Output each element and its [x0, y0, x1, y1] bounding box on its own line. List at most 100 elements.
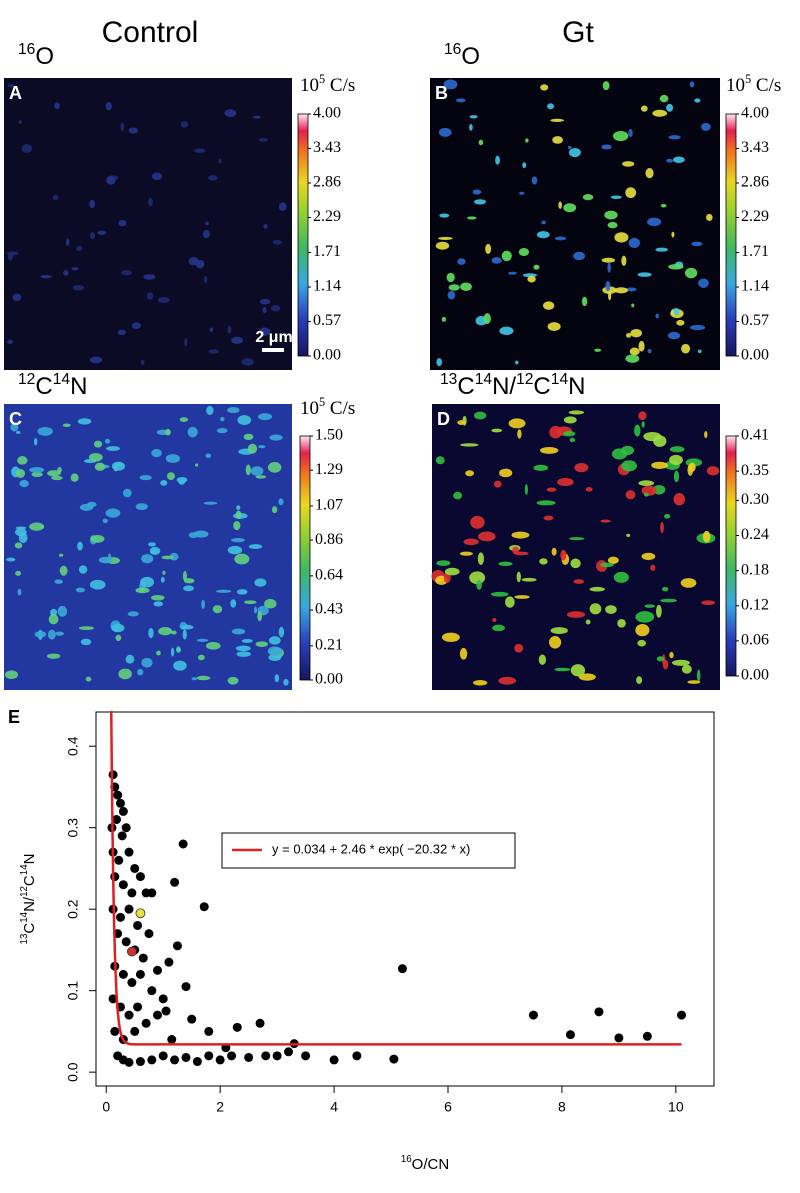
image-feature	[105, 508, 121, 518]
image-feature	[605, 281, 611, 292]
image-feature	[621, 255, 627, 267]
image-feature	[250, 466, 264, 476]
image-feature	[636, 676, 643, 685]
colorbar-tick-label: 4.00	[313, 105, 341, 122]
image-feature	[182, 629, 187, 640]
image-feature	[75, 587, 86, 593]
image-feature	[647, 217, 662, 227]
image-feature	[158, 627, 173, 636]
image-feature	[258, 327, 271, 336]
image-feature	[197, 654, 205, 661]
image-feature	[614, 287, 629, 294]
label-part: C	[533, 373, 550, 400]
colorbar-tick-label: 0.18	[741, 561, 769, 578]
image-feature	[247, 443, 258, 454]
image-feature	[687, 680, 701, 684]
image-feature	[121, 269, 132, 276]
image-feature	[543, 301, 555, 310]
panel-letter: C	[9, 409, 22, 429]
image-feature	[660, 521, 664, 534]
colorbar-tick-label: 2.29	[741, 208, 769, 225]
image-feature	[135, 587, 150, 594]
superscript: 16	[444, 41, 461, 58]
image-feature	[569, 437, 576, 443]
scale-bar	[262, 348, 284, 352]
image-feature	[272, 239, 283, 245]
label-part: C	[457, 373, 474, 400]
superscript: 14	[475, 371, 493, 388]
image-feature	[205, 453, 212, 459]
image-feature	[441, 316, 447, 322]
image-feature	[195, 463, 199, 467]
legend-box	[221, 832, 516, 869]
image-feature	[278, 498, 284, 506]
image-feature	[176, 648, 181, 652]
image-feature	[601, 144, 612, 150]
image-feature	[63, 270, 69, 276]
image-feature	[231, 336, 243, 344]
image-feature	[441, 632, 460, 642]
image-feature	[88, 452, 103, 462]
image-feature	[455, 98, 466, 103]
data-point	[127, 978, 137, 988]
image-feature	[538, 654, 547, 665]
image-feature	[268, 653, 282, 662]
image-feature	[267, 462, 282, 473]
image-feature	[115, 634, 122, 642]
image-feature	[257, 611, 263, 622]
image-feature	[533, 464, 549, 471]
image-feature	[622, 161, 635, 167]
image-feature	[179, 417, 189, 422]
data-point	[118, 880, 128, 890]
image-feature	[499, 326, 514, 336]
image-feature	[492, 617, 497, 623]
image-feature	[548, 636, 562, 649]
image-feature	[557, 477, 574, 487]
image-feature	[7, 83, 15, 88]
image-feature	[469, 123, 473, 131]
image-feature	[436, 358, 443, 367]
image-feature	[194, 148, 206, 153]
image-feature	[137, 668, 144, 676]
image-feature	[508, 418, 526, 429]
image-feature	[271, 506, 278, 514]
image-feature	[697, 349, 702, 354]
image-feature	[160, 479, 168, 486]
image-feature	[106, 446, 120, 451]
image-feature	[48, 614, 59, 625]
image-feature	[255, 475, 267, 479]
image-feature	[151, 549, 158, 554]
image-feature	[29, 466, 45, 473]
image-feature	[651, 461, 669, 469]
image-feature	[15, 570, 22, 576]
image-feature	[437, 236, 453, 240]
data-point	[199, 902, 209, 912]
colorbar-tick-label: 1.14	[313, 278, 341, 295]
image-feature	[436, 560, 451, 566]
image-feature	[600, 562, 614, 568]
image-feature	[706, 466, 720, 476]
image-feature	[613, 571, 629, 583]
image-feature	[539, 558, 548, 565]
data-point	[232, 1022, 242, 1032]
image-feature	[550, 627, 568, 635]
data-point	[677, 1010, 687, 1020]
image-feature	[72, 285, 85, 291]
image-feature	[435, 241, 450, 250]
image-feature	[501, 250, 512, 262]
image-feature	[151, 172, 163, 180]
data-point	[130, 1026, 140, 1036]
image-feature	[688, 462, 696, 472]
image-feature	[666, 103, 674, 112]
data-point	[135, 1057, 145, 1067]
image-feature	[522, 162, 527, 169]
data-point	[127, 888, 137, 898]
data-point	[227, 1051, 237, 1061]
image-feature	[248, 544, 263, 550]
image-feature	[224, 109, 237, 118]
image-feature	[55, 631, 64, 636]
image-feature	[182, 570, 187, 582]
label-part: C/s	[325, 398, 355, 419]
image-feature	[467, 216, 477, 220]
image-feature	[459, 647, 468, 660]
